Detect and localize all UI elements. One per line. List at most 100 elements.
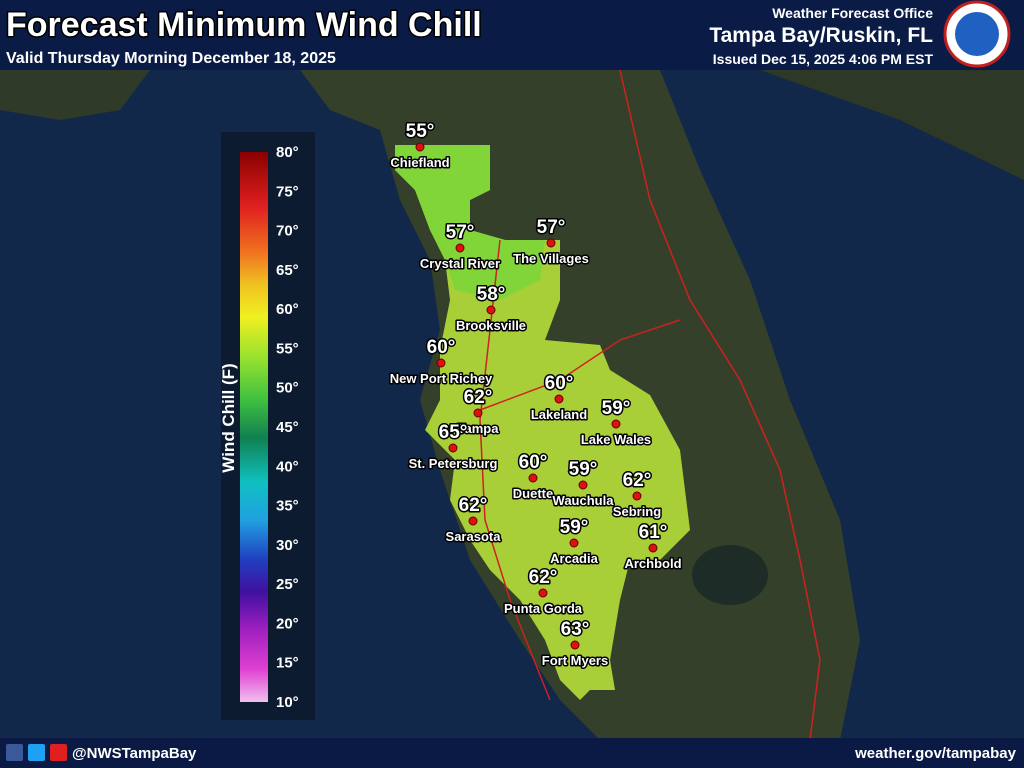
city-dot [569,538,579,548]
legend-tick-label: 35° [276,498,299,515]
city: 62° Tampa [456,386,501,438]
city-dot [436,358,446,368]
city-temp: 59° [602,398,631,419]
city-dot [570,640,580,650]
city-name: Lakeland [531,407,587,422]
city-name: St. Petersburg [409,456,498,471]
city-name: Archbold [624,556,681,571]
city-dot [554,394,564,404]
twitter-icon[interactable] [28,744,45,761]
city-dot [455,243,465,253]
issued: Issued Dec 15, 2025 4:06 PM EST [713,51,934,67]
legend-tick-label: 60° [276,301,299,318]
city: 61° Archbold [623,521,683,573]
city: 60° Lakeland [529,372,588,424]
city-temp: 60° [427,337,456,358]
subtitle: Valid Thursday Morning December 18, 2025 [6,50,336,67]
legend-tick-label: 20° [276,615,299,632]
city-name: Wauchula [553,493,615,508]
highway [479,319,681,411]
city: 62° Sebring [611,469,662,521]
city: 55° Chiefland [389,120,451,172]
city-temp: 57° [446,222,475,243]
city-dot [546,238,556,248]
city-dot [486,305,496,315]
legend-tick-label: 70° [276,223,299,240]
city-dot [538,588,548,598]
city-name: Tampa [458,421,500,436]
city: 60° Duette [511,451,554,503]
city-dot [578,480,588,490]
city: 58° Brooksville [454,283,527,335]
city-temp: 55° [406,121,435,142]
city-temp: 58° [477,284,506,305]
city-name: Crystal River [420,256,500,271]
nws-logo-inner [955,12,999,56]
city: 57° Crystal River [418,221,501,273]
highway [479,239,551,701]
footer-url: weather.gov/tampabay [854,745,1017,762]
city-temp: 59° [569,459,598,480]
city-dot [473,408,483,418]
city-dot [448,443,458,453]
header-bar [0,0,1024,70]
city: 57° The Villages [512,216,591,268]
city-name: Chiefland [390,155,449,170]
legend-tick-label: 30° [276,537,299,554]
city-name: Arcadia [550,551,598,566]
city: 59° Lake Wales [579,397,652,449]
city: 65° St. Petersburg [407,421,499,473]
city-temp: 57° [537,217,566,238]
office: Weather Forecast Office [772,5,933,21]
city: 62° Sarasota [444,494,503,546]
city-temp: 60° [545,373,574,394]
city-name: Fort Myers [542,653,608,668]
city-dot [415,142,425,152]
city-name: Punta Gorda [504,601,583,616]
city-name: Sebring [613,504,661,519]
legend-title: Wind Chill (F) [219,363,238,472]
legend-tick-label: 25° [276,576,299,593]
youtube-icon[interactable] [50,744,67,761]
city-temp: 61° [639,522,668,543]
legend-tick-label: 15° [276,655,299,672]
city: 59° Wauchula [551,458,616,510]
florida-land [0,70,860,740]
city: 63° Fort Myers [540,618,609,670]
legend-tick-label: 10° [276,694,299,711]
cooler-area [395,145,545,300]
panhandle [0,70,150,120]
facebook-icon[interactable] [6,744,23,761]
title: Forecast Minimum Wind Chill [6,6,482,44]
lake-okeechobee [692,545,768,605]
city-dot [528,473,538,483]
city-dot [468,516,478,526]
city-dot [611,419,621,429]
footer-handle: @NWSTampaBay [72,745,197,762]
city-temp: 62° [459,495,488,516]
city: 60° New Port Richey [388,336,494,388]
city-name: Duette [513,486,553,501]
city-name: Sarasota [446,529,502,544]
city-dot [632,491,642,501]
legend-tick-label: 75° [276,183,299,200]
city-name: New Port Richey [390,371,493,386]
city-dot [648,543,658,553]
city-name: Lake Wales [581,432,651,447]
city-temp: 65° [439,422,468,443]
legend-tick-label: 50° [276,380,299,397]
city: 62° Punta Gorda [502,566,584,618]
legend-tick-label: 65° [276,262,299,279]
city: 59° Arcadia [549,516,600,568]
city-temp: 62° [464,387,493,408]
city-temp: 63° [561,619,590,640]
legend-colorbar [240,152,268,702]
highway [619,69,821,741]
city-temp: 59° [560,517,589,538]
legend-tick-label: 80° [276,144,299,161]
legend-tick-label: 55° [276,340,299,357]
legend-tick-label: 40° [276,458,299,475]
city-temp: 60° [519,452,548,473]
footer-bar [0,738,1024,768]
city-name: Brooksville [456,318,526,333]
